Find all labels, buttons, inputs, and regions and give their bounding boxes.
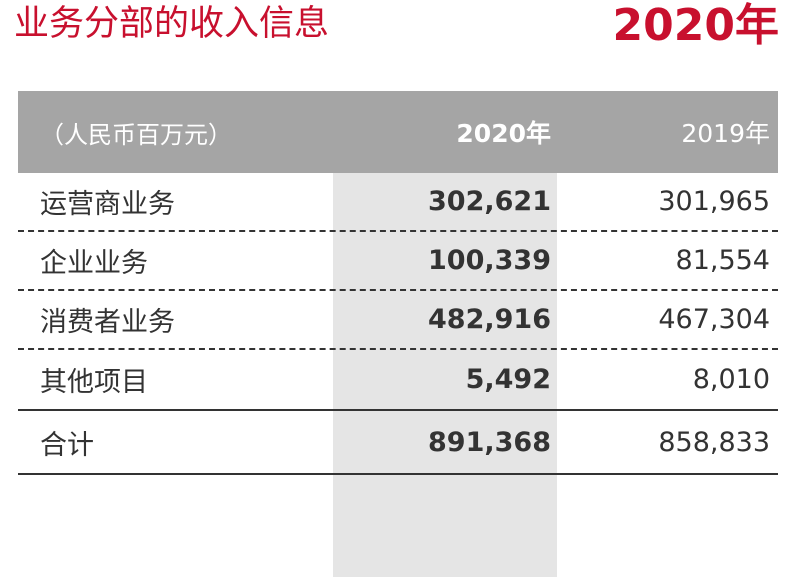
table-total-row: 合计 891,368 858,833: [18, 409, 778, 475]
header-unit-label: （人民币百万元）: [40, 120, 232, 149]
table-row: 企业业务 100,339 81,554: [18, 232, 778, 291]
year-title: 2020年: [612, 0, 779, 51]
total-value-2020: 891,368: [428, 426, 551, 458]
header-2019: 2019年: [681, 119, 770, 148]
revenue-table: （人民币百万元） 2020年 2019年 运营商业务 302,621 301,9…: [18, 91, 778, 577]
row-label: 消费者业务: [40, 307, 175, 338]
table-header-row: （人民币百万元） 2020年 2019年: [18, 91, 778, 173]
total-value-2019: 858,833: [658, 426, 770, 458]
row-label: 运营商业务: [40, 189, 175, 220]
row-value-2019: 81,554: [675, 245, 770, 276]
header-2020: 2020年: [456, 119, 551, 148]
row-value-2020: 5,492: [465, 364, 551, 395]
row-value-2020: 100,339: [428, 245, 551, 276]
row-value-2019: 467,304: [658, 304, 770, 335]
table-row: 消费者业务 482,916 467,304: [18, 291, 778, 350]
row-value-2019: 8,010: [692, 364, 770, 395]
row-value-2019: 301,965: [658, 186, 770, 217]
table-row: 运营商业务 302,621 301,965: [18, 173, 778, 232]
table-row: 其他项目 5,492 8,010: [18, 350, 778, 409]
row-value-2020: 482,916: [428, 304, 551, 335]
total-label: 合计: [40, 429, 94, 461]
row-label: 企业业务: [40, 248, 148, 279]
table-body: 运营商业务 302,621 301,965 企业业务 100,339 81,55…: [18, 173, 778, 409]
row-label: 其他项目: [40, 367, 148, 398]
row-value-2020: 302,621: [428, 186, 551, 217]
page-title: 业务分部的收入信息: [14, 4, 330, 44]
